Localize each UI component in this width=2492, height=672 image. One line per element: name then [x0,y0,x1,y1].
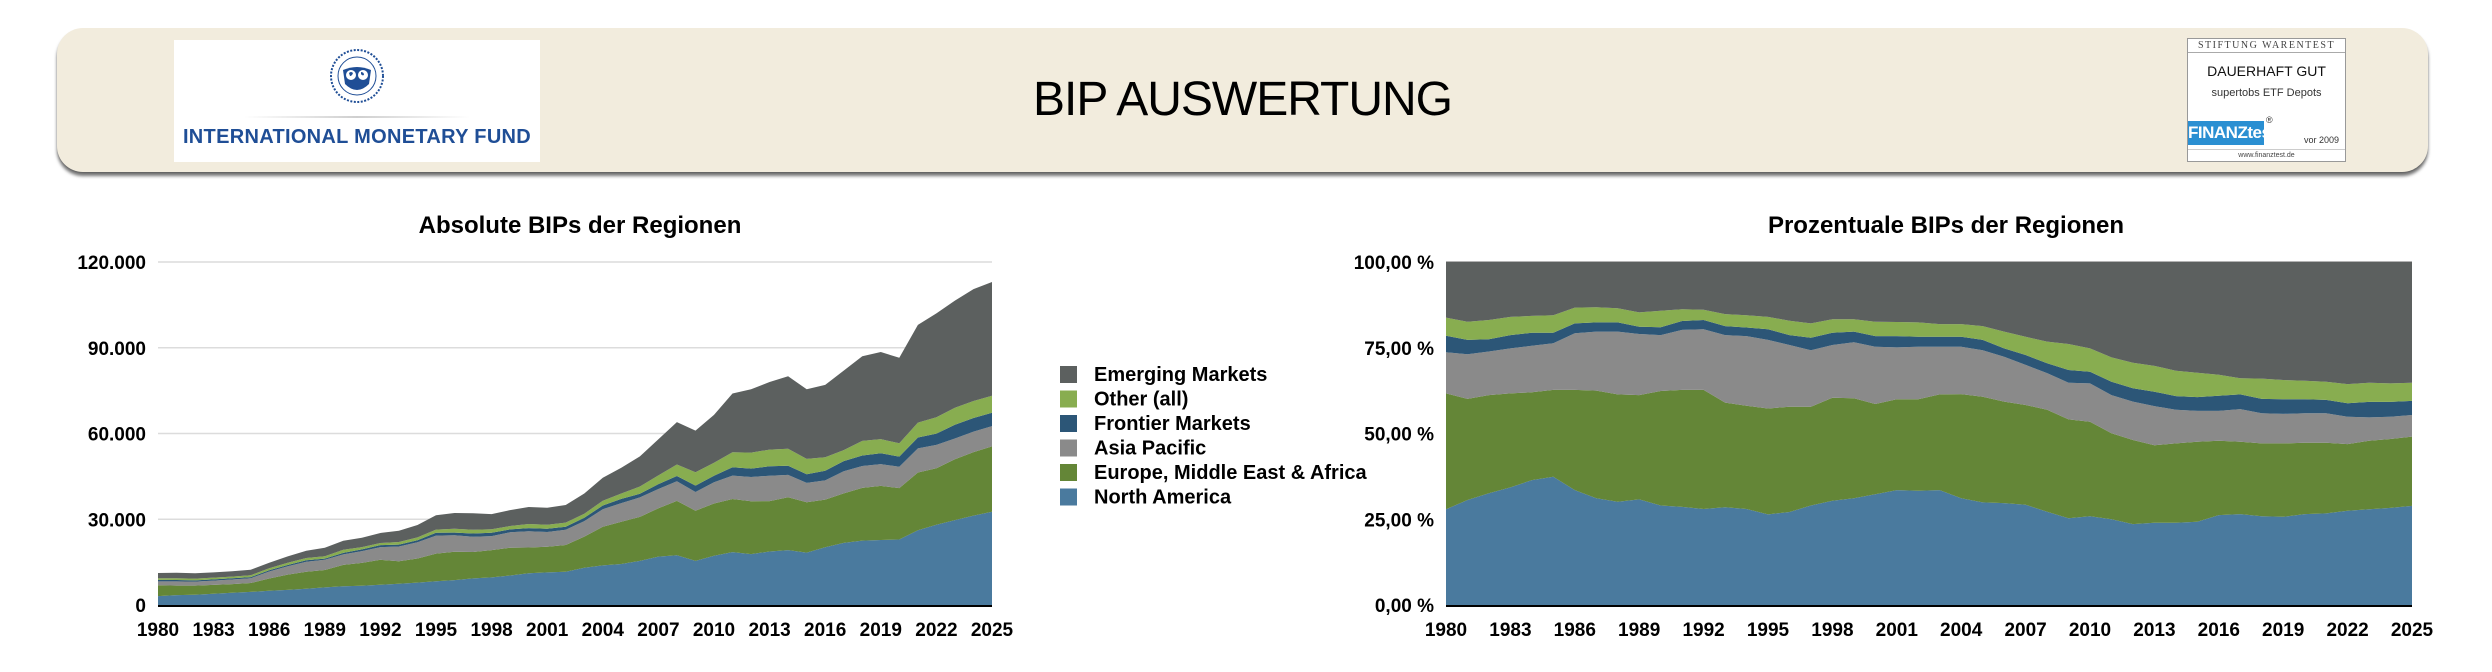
area-europe-middle-east-africa [158,446,992,597]
legend-swatch [1060,439,1077,457]
x-tick-label: 2013 [748,620,790,641]
area-frontier-markets [1446,320,2412,418]
legend-item: Emerging Markets [1060,364,1267,386]
legend-label: North America [1094,487,1232,509]
area-series [1446,262,2412,605]
legend-label: Asia Pacific [1094,438,1206,460]
x-tick-label: 2019 [860,620,902,641]
x-tick-label: 2016 [2198,620,2240,641]
y-tick-label: 30.000 [88,510,146,531]
x-tick-label: 1983 [1489,620,1531,641]
percent-gdp-chart: Prozentuale BIPs der Regionen 0,00 % 25,0… [1354,212,2434,641]
y-axis-ticks: 0,00 % 25,00 % 50,00 % 75,00 % 100,00 % [1354,253,1434,617]
legend-swatch [1060,366,1077,383]
legend-swatch [1060,415,1077,432]
x-tick-label: 1989 [1618,620,1660,641]
y-tick-label: 0,00 % [1375,596,1434,617]
chart-title: Prozentuale BIPs der Regionen [1768,212,2124,239]
x-tick-label: 2025 [971,620,1014,641]
area-north-america [158,511,992,605]
finanztest-badge: STIFTUNG WARENTEST DAUERHAFT GUT superto… [2187,38,2346,162]
legend-label: Europe, Middle East & Africa [1094,462,1368,484]
imf-logo: INTERNATIONAL MONETARY FUND [174,40,540,162]
legend-item: Other (all) [1060,389,1188,411]
x-tick-label: 2016 [804,620,846,641]
x-tick-label: 2019 [2262,620,2304,641]
x-tick-label: 2001 [1876,620,1919,641]
y-tick-label: 0 [135,596,146,617]
x-tick-label: 2004 [582,620,625,641]
legend-label: Other (all) [1094,389,1188,411]
legend-label: Emerging Markets [1094,364,1267,386]
chart-title: Absolute BIPs der Regionen [419,212,742,239]
legend-swatch [1060,464,1077,481]
badge-top-label: STIFTUNG WARENTEST [2188,39,2345,53]
x-axis-ticks: 1980 1983 1986 1989 1992 1995 1998 2001 2004 2007… [137,620,1014,641]
badge-subtitle: supertobs ETF Depots [2211,87,2322,99]
imf-divider [244,116,470,118]
badge-url: www.finanztest.de [2188,149,2345,163]
legend-swatch [1060,390,1077,408]
y-tick-label: 90.000 [88,339,146,360]
x-tick-label: 2013 [2133,620,2175,641]
legend-item: Europe, Middle East & Africa [1060,462,1368,484]
badge-year: vor 2009 [2303,135,2339,145]
y-axis-ticks: 0 30.000 60.000 90.000 120.000 [77,253,146,617]
area-north-america [1446,476,2412,605]
legend-item: Frontier Markets [1060,413,1251,435]
x-tick-label: 2010 [693,620,735,641]
imf-logo-text: INTERNATIONAL MONETARY FUND [182,126,532,148]
imf-seal-icon [330,49,384,103]
x-tick-label: 1986 [1554,620,1596,641]
area-series [158,282,992,605]
legend: Emerging Markets Other (all)Frontier Mark… [1060,364,1368,509]
x-tick-label: 1983 [192,620,234,641]
x-tick-label: 2025 [2391,620,2434,641]
legend-item: Asia Pacific [1060,438,1206,460]
y-tick-label: 60.000 [88,425,146,446]
legend-swatch [1060,488,1077,506]
x-tick-label: 2007 [2004,620,2046,641]
area-other-all [1446,307,2412,404]
x-tick-label: 1992 [1682,620,1724,641]
legend-label: Frontier Markets [1094,413,1251,435]
x-tick-label: 2010 [2069,620,2111,641]
y-tick-label: 75,00 % [1364,339,1434,360]
x-tick-label: 1992 [359,620,401,641]
x-tick-label: 1980 [1425,620,1467,641]
x-tick-label: 2001 [526,620,569,641]
x-tick-label: 1998 [470,620,512,641]
page-title: BIP AUSWERTUNG [1033,73,1453,126]
x-tick-label: 1995 [1747,620,1790,641]
y-tick-label: 50,00 % [1364,425,1434,446]
x-tick-label: 1986 [248,620,290,641]
area-asia-pacific [1446,329,2412,446]
absolute-gdp-chart: Absolute BIPs der Regionen 0 30.000 60.000… [77,212,1013,641]
x-tick-label: 2022 [915,620,957,641]
finanztest-logo-icon: FINANZtest [2188,121,2276,145]
x-tick-label: 1998 [1811,620,1853,641]
x-tick-label: 2004 [1940,620,1983,641]
x-tick-label: 2022 [2326,620,2368,641]
x-axis-ticks: 1980 1983 1986 1989 1992 1995 1998 2001 2004 2007… [1425,620,2434,641]
x-tick-label: 1980 [137,620,179,641]
y-tick-label: 25,00 % [1364,510,1434,531]
area-emerging-markets [1446,262,2412,385]
area-europe-middle-east-africa [1446,389,2412,525]
badge-rating: DAUERHAFT GUT [2207,63,2326,79]
x-tick-label: 2007 [637,620,679,641]
registered-mark: ® [2266,115,2273,125]
x-tick-label: 1989 [304,620,346,641]
y-tick-label: 120.000 [77,253,146,274]
header-banner: INTERNATIONAL MONETARY FUND BIP AUSWERTU… [57,28,2428,172]
x-tick-label: 1995 [415,620,458,641]
area-emerging-markets [158,282,992,579]
legend-item: North America [1060,487,1232,509]
y-tick-label: 100,00 % [1354,253,1434,274]
